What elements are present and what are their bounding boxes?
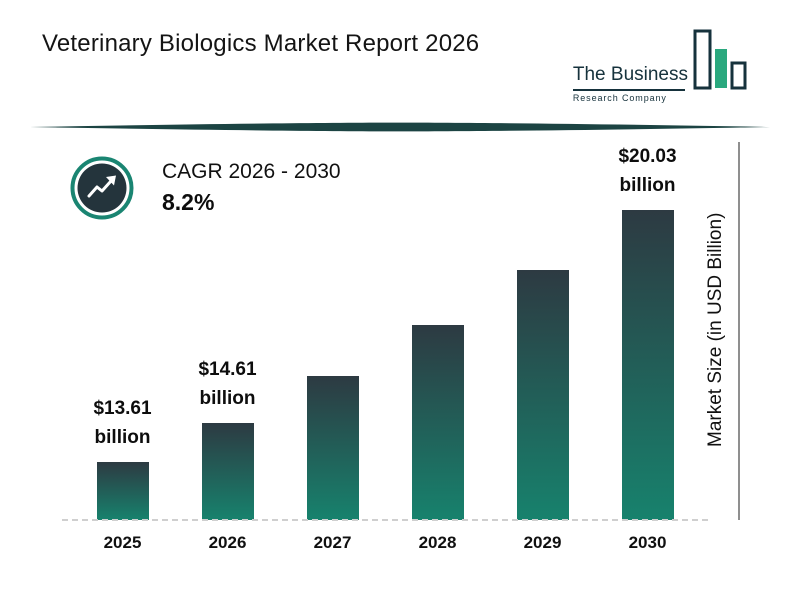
logo-text: The Business Research Company bbox=[572, 64, 688, 103]
logo-subtitle: Research Company bbox=[572, 93, 667, 103]
chart-baseline bbox=[62, 519, 708, 521]
divider-line bbox=[30, 122, 770, 132]
x-tick-2027: 2027 bbox=[313, 533, 352, 552]
x-axis-labels: 2025 2026 2027 2028 2029 2030 bbox=[70, 533, 700, 553]
x-tick-2030: 2030 bbox=[628, 533, 667, 552]
bar-column-2028 bbox=[385, 315, 490, 520]
cagr-block: CAGR 2026 - 2030 8.2% bbox=[70, 156, 341, 220]
bar-chart: $13.61 billion $14.61 billion $20.03 billi… bbox=[70, 140, 700, 520]
bar-chart-outline-icon bbox=[693, 29, 747, 90]
bar-2025 bbox=[96, 462, 149, 520]
bar-column-2026: $14.61 billion bbox=[175, 356, 280, 520]
logo-name: The Business bbox=[572, 64, 688, 85]
bar-2027 bbox=[306, 376, 359, 520]
bar-column-2030: $20.03 billion bbox=[595, 143, 700, 520]
company-logo: The Business Research Company bbox=[572, 28, 750, 103]
bar-2029 bbox=[516, 270, 569, 520]
bar-column-2027 bbox=[280, 366, 385, 520]
bar-value-label-2025: $13.61 billion bbox=[93, 398, 152, 448]
cagr-label: CAGR 2026 - 2030 bbox=[162, 160, 341, 183]
bar-2030 bbox=[621, 210, 674, 520]
x-tick-2025: 2025 bbox=[103, 533, 142, 552]
page-title: Veterinary Biologics Market Report 2026 bbox=[42, 30, 480, 57]
bar-value-label-2026: $14.61 billion bbox=[198, 359, 257, 409]
cagr-value: 8.2% bbox=[162, 189, 215, 215]
bar-2028 bbox=[411, 325, 464, 520]
y-axis-line bbox=[738, 142, 740, 520]
bar-column-2029 bbox=[490, 260, 595, 520]
bar-value-label-2030: $20.03 billion bbox=[618, 146, 677, 196]
x-tick-2028: 2028 bbox=[418, 533, 457, 552]
x-tick-2026: 2026 bbox=[208, 533, 247, 552]
cagr-text: CAGR 2026 - 2030 8.2% bbox=[162, 160, 341, 216]
y-axis-label: Market Size (in USD Billion) bbox=[705, 212, 726, 448]
bar-2026 bbox=[201, 423, 254, 520]
logo-underline bbox=[572, 89, 685, 91]
bar-column-2025: $13.61 billion bbox=[70, 395, 175, 520]
trending-up-arrow-icon bbox=[70, 156, 134, 220]
x-tick-2029: 2029 bbox=[523, 533, 562, 552]
